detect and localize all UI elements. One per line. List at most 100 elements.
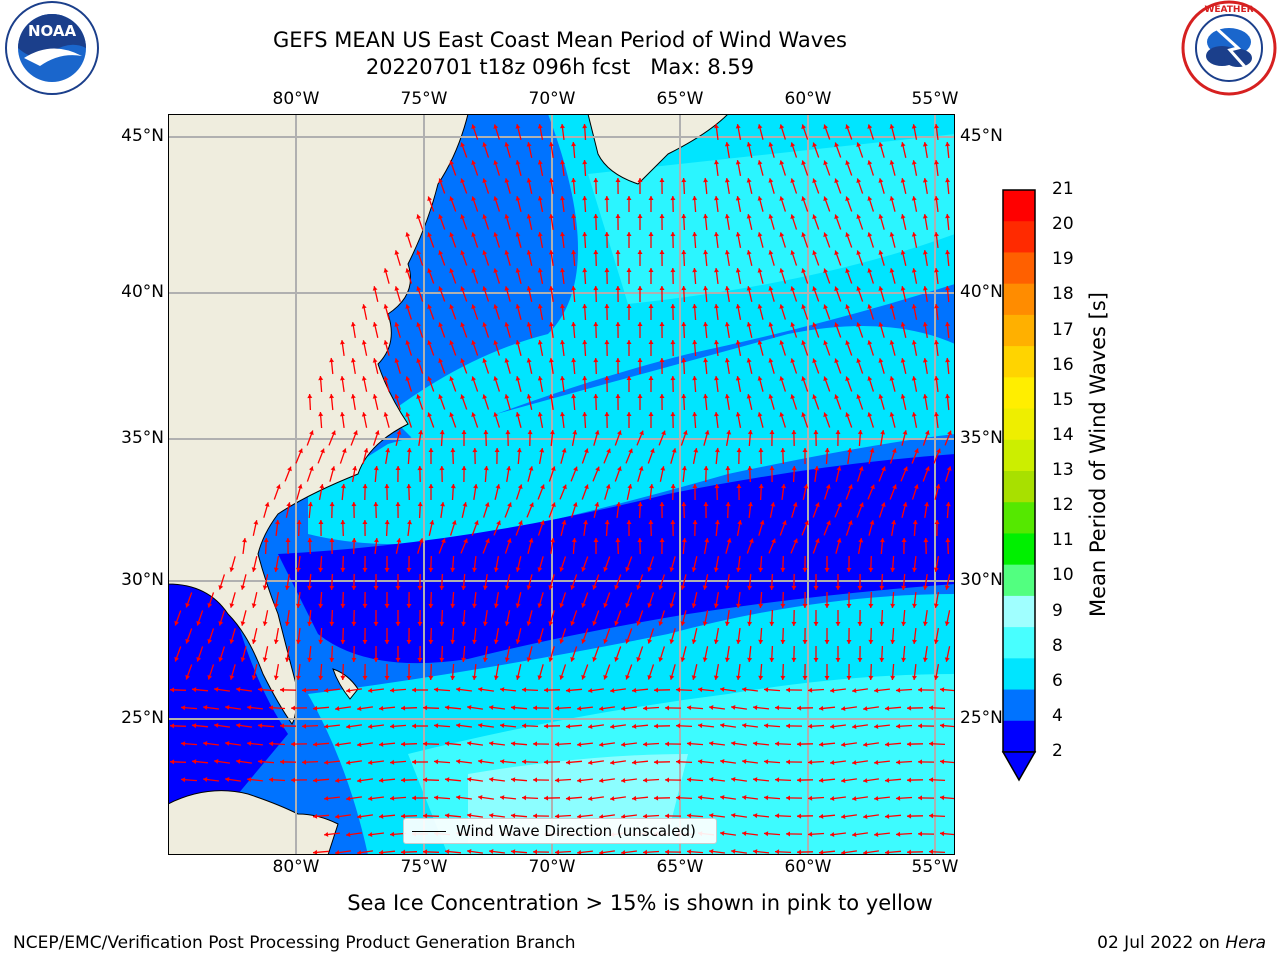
wind-arrow-head bbox=[681, 214, 687, 219]
wind-arrow-head bbox=[617, 466, 622, 472]
wind-arrow-head bbox=[390, 831, 395, 837]
wind-arrow-head bbox=[438, 394, 443, 400]
wind-arrow-head bbox=[812, 322, 817, 328]
wind-arrow-head bbox=[790, 322, 796, 327]
wind-arrow-head bbox=[383, 268, 389, 273]
wind-arrow-head bbox=[834, 178, 839, 184]
wind-arrow-head bbox=[203, 741, 208, 746]
wind-arrow-head bbox=[511, 741, 516, 747]
wind-arrow-head bbox=[749, 538, 754, 544]
wind-arrow-head bbox=[539, 520, 545, 525]
wind-arrow-head bbox=[555, 849, 560, 855]
wind-arrow-head bbox=[434, 759, 439, 765]
wind-arrow-head bbox=[912, 567, 917, 572]
wind-arrow-head bbox=[929, 813, 934, 819]
wind-arrow-head bbox=[713, 603, 719, 608]
wind-arrow-head bbox=[203, 705, 208, 710]
wind-arrow-head bbox=[462, 502, 468, 507]
wind-arrow-head bbox=[463, 538, 468, 544]
wind-arrow-head bbox=[720, 687, 725, 692]
wind-arrow-head bbox=[423, 705, 428, 711]
wind-arrow-head bbox=[544, 687, 549, 693]
wind-arrow-head bbox=[417, 466, 423, 471]
wind-arrow-head bbox=[665, 813, 669, 819]
wind-arrow-head bbox=[704, 538, 710, 543]
wind-arrow-head bbox=[878, 178, 884, 183]
wind-arrow-head bbox=[857, 658, 863, 662]
wind-arrow-head bbox=[757, 376, 763, 381]
wind-arrow-head bbox=[742, 831, 747, 836]
wind-arrow-head bbox=[526, 657, 532, 662]
wind-arrow-head bbox=[493, 412, 499, 417]
wind-arrow-head bbox=[405, 268, 411, 273]
wind-arrow-head bbox=[214, 687, 219, 692]
wind-arrow-head bbox=[566, 723, 571, 729]
wind-arrow-head bbox=[592, 620, 597, 626]
wind-arrow-head bbox=[471, 196, 476, 201]
wind-arrow-head bbox=[779, 376, 785, 381]
wind-arrow-head bbox=[834, 322, 839, 328]
wind-arrow-head bbox=[286, 502, 292, 507]
wind-arrow-head bbox=[170, 759, 175, 765]
wind-arrow-head bbox=[362, 676, 368, 680]
wind-arrow-head bbox=[889, 376, 895, 381]
wind-arrow-head bbox=[626, 376, 632, 380]
wind-arrow-head bbox=[714, 196, 719, 201]
wind-arrow-head bbox=[659, 250, 665, 254]
wind-arrow-head bbox=[548, 214, 554, 219]
wind-arrow-head bbox=[852, 760, 857, 765]
wind-arrow-head bbox=[768, 214, 774, 219]
wind-arrow-head bbox=[318, 639, 324, 644]
wind-arrow-head bbox=[449, 268, 454, 274]
wind-arrow-head bbox=[709, 741, 714, 746]
wind-arrow-head bbox=[625, 566, 630, 572]
wind-arrow-head bbox=[731, 705, 736, 710]
wind-arrow-head bbox=[471, 124, 476, 129]
wind-arrow-head bbox=[735, 412, 741, 417]
wind-arrow-head bbox=[901, 538, 907, 542]
wind-arrow-head bbox=[819, 705, 824, 711]
wind-arrow-head bbox=[880, 502, 886, 507]
wind-arrow-head bbox=[615, 358, 621, 362]
wind-arrow-head bbox=[847, 520, 853, 525]
wind-arrow-head bbox=[945, 286, 951, 291]
wind-arrow-head bbox=[526, 286, 532, 291]
wind-arrow-head bbox=[911, 196, 917, 201]
wind-arrow-head bbox=[830, 832, 835, 837]
wind-arrow-head bbox=[318, 603, 324, 608]
wind-arrow-head bbox=[353, 430, 358, 436]
wind-arrow-head bbox=[621, 706, 626, 711]
wind-arrow-head bbox=[599, 706, 604, 711]
wind-arrow-head bbox=[815, 502, 820, 508]
wind-arrow-head bbox=[945, 322, 951, 327]
wind-arrow-head bbox=[461, 430, 467, 434]
wind-arrow-head bbox=[885, 705, 890, 711]
wind-arrow-head bbox=[753, 849, 758, 855]
wind-arrow-head bbox=[824, 448, 830, 453]
wind-arrow-head bbox=[445, 741, 450, 747]
wind-arrow-head bbox=[229, 675, 235, 680]
wind-arrow-head bbox=[593, 538, 599, 542]
wind-arrow-head bbox=[474, 520, 479, 526]
wind-arrow-head bbox=[603, 566, 608, 572]
wind-arrow-head bbox=[934, 376, 939, 381]
wind-arrow-head bbox=[736, 567, 741, 572]
wind-arrow-head bbox=[449, 304, 454, 310]
wind-arrow-head bbox=[593, 178, 599, 183]
wind-arrow-head bbox=[324, 796, 329, 801]
wind-arrow-head bbox=[868, 675, 874, 680]
wind-arrow-head bbox=[791, 585, 797, 590]
wind-arrow-head bbox=[911, 412, 917, 417]
wind-arrow-head bbox=[892, 484, 897, 490]
wind-arrow-head bbox=[780, 639, 786, 644]
wind-arrow-head bbox=[713, 675, 719, 680]
wind-arrow-head bbox=[879, 657, 885, 662]
wind-arrow-head bbox=[725, 502, 731, 507]
wind-arrow-head bbox=[703, 178, 709, 183]
wind-arrow-head bbox=[681, 286, 687, 291]
wind-arrow-head bbox=[548, 142, 554, 147]
wind-arrow-head bbox=[654, 687, 659, 693]
wind-arrow-head bbox=[489, 849, 494, 854]
wind-arrow-head bbox=[483, 466, 489, 471]
wind-arrow-head bbox=[582, 268, 588, 273]
